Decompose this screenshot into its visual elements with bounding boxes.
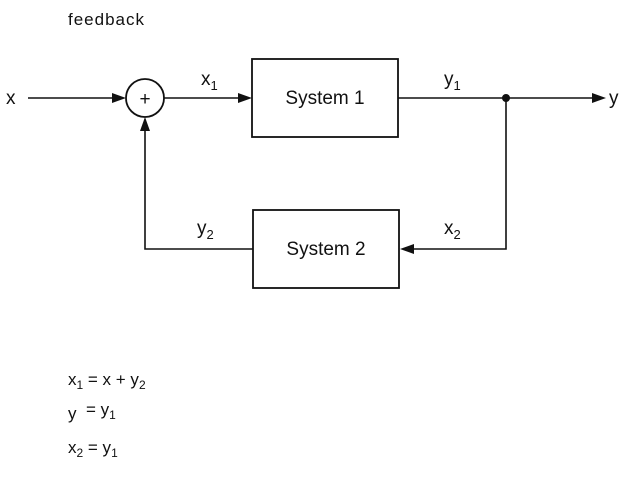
- x1-arrow-head: [238, 93, 252, 103]
- x2-feedback-line: [412, 98, 507, 250]
- summing-junction-plus: +: [139, 89, 150, 110]
- y2-arrow-head: [140, 117, 150, 131]
- diagram-title: feedback: [68, 10, 145, 29]
- x1-label: x1: [201, 69, 218, 93]
- input-arrow-head: [112, 93, 126, 103]
- system-1-block: [251, 58, 399, 138]
- system-2-label: System 2: [286, 239, 365, 260]
- y2-label: y2: [197, 218, 214, 242]
- output-arrow-head: [592, 93, 606, 103]
- x2-arrow-head: [400, 244, 414, 254]
- y2-feedback-line: [144, 129, 253, 250]
- x2-label: x2: [444, 218, 461, 242]
- equations-block: x1 = x + y2 y = y1 x2 = y1: [68, 370, 146, 460]
- equation-1: x1 = x + y2: [68, 370, 146, 392]
- system-2-block: [252, 209, 400, 289]
- y1-label: y1: [444, 69, 461, 93]
- system-1-label: System 1: [285, 88, 364, 109]
- equation-2: y = y1: [68, 400, 116, 423]
- output-y-label: y: [609, 88, 619, 109]
- equation-3: x2 = y1: [68, 438, 118, 460]
- input-x-label: x: [6, 88, 16, 109]
